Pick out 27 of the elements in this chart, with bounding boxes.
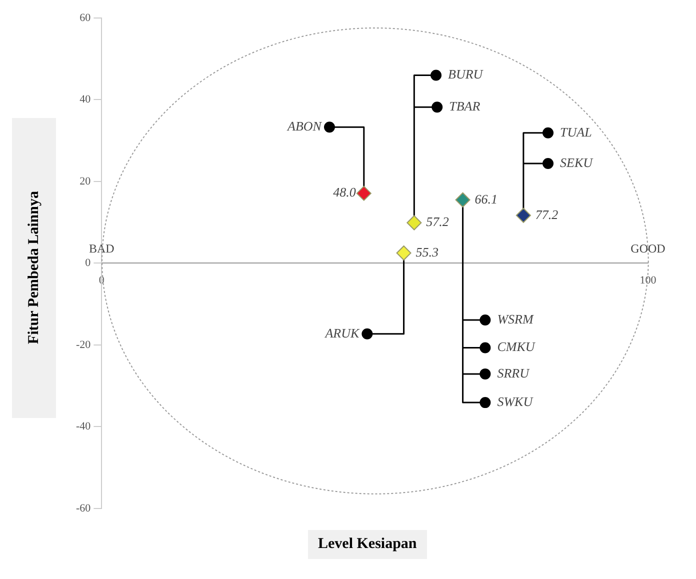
y-tick-label: -20 [76,338,92,351]
annotation: TUAL [560,124,592,140]
annotation: TBAR [449,98,480,114]
annotation: SRRU [497,365,531,380]
annotation: 77.2 [535,206,559,222]
annotation: 57.2 [426,214,450,230]
annotation: BAD [88,241,115,256]
annotation: BURU [448,66,484,82]
annotation: CMKU [497,339,536,354]
annotation: 66.1 [474,191,498,206]
y-tick-label: 0 [85,257,92,270]
annotation: WSRM [497,311,534,326]
y-tick-label: 40 [80,94,92,106]
annotation: ARUK [324,325,360,340]
x-tick-label: 100 [640,274,657,287]
annotation: SWKU [497,394,534,409]
annotation: SEKU [560,154,594,170]
y-axis-title: Fitur Pembeda Lainnya [26,191,42,345]
y-tick-label: 20 [80,175,92,188]
y-tick-label: -40 [76,420,92,433]
annotation: 55.3 [416,244,440,260]
annotation: ABON [286,118,323,134]
y-tick-label: -60 [76,502,92,514]
annotation: GOOD [630,241,666,256]
annotation: 48.0 [333,184,356,200]
y-tick-label: 60 [80,12,92,24]
x-axis-title: Level Kesiapan [308,530,427,559]
